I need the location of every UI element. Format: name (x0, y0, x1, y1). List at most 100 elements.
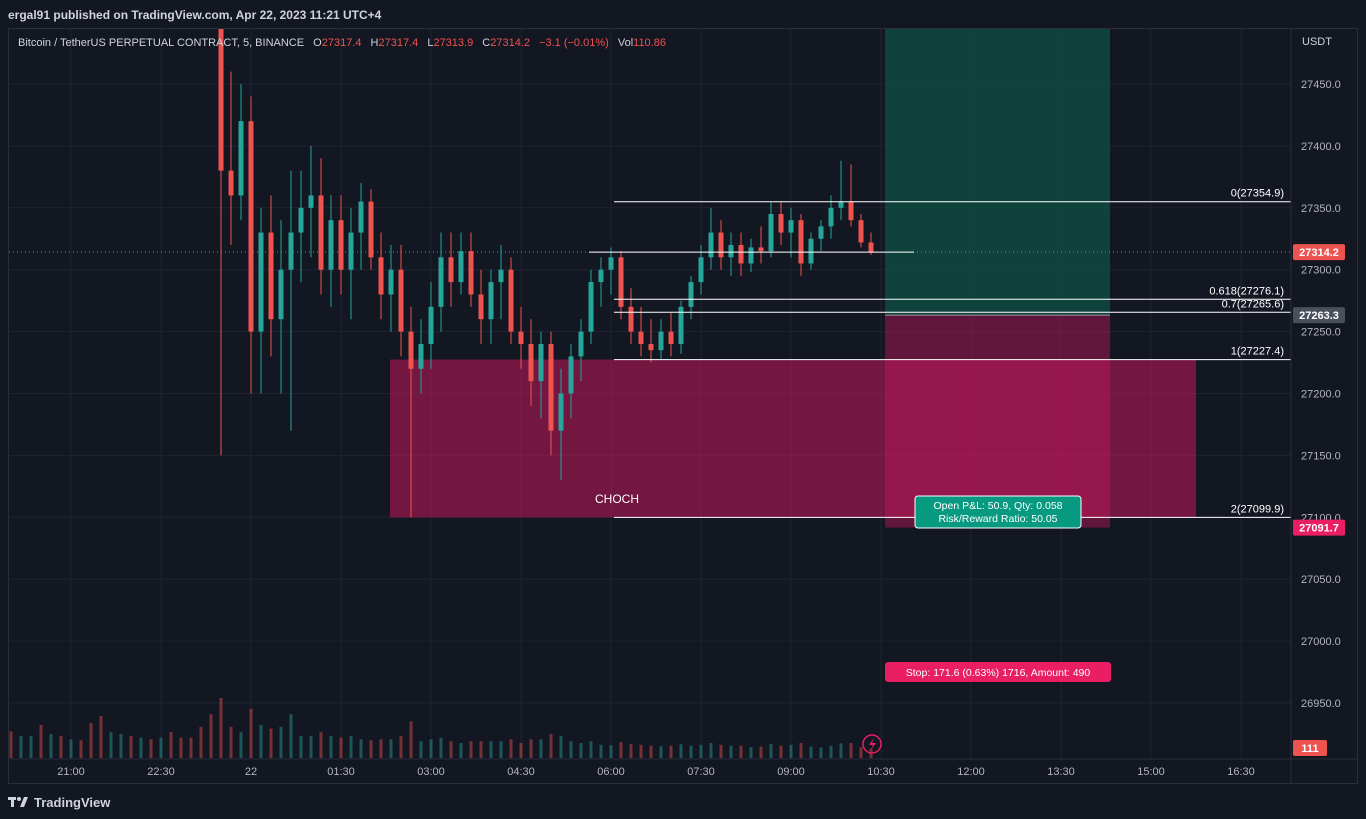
volume-bar (239, 732, 243, 758)
last-price-tag-bg (1293, 244, 1345, 261)
volume-bar (859, 747, 863, 758)
lightning-icon[interactable] (862, 734, 882, 754)
candle-body (748, 247, 754, 264)
candle-body (408, 331, 414, 369)
volume-bar (739, 745, 743, 758)
x-tick-label: 13:30 (1047, 766, 1075, 778)
legend-h-value: 27317.4 (379, 37, 419, 49)
y-tick-label: 27400.0 (1301, 141, 1341, 153)
candle-body (288, 232, 294, 270)
volume-bar (829, 745, 833, 758)
volume-bar (509, 739, 513, 758)
currency-label: USDT (1302, 36, 1332, 48)
candle-body (218, 0, 224, 171)
candle-body (558, 393, 564, 431)
y-tick-label: 27300.0 (1301, 265, 1341, 277)
candle-body (308, 195, 314, 208)
volume-bar (669, 745, 673, 758)
volume-bar (399, 735, 403, 758)
pnl-line1: Open P&L: 50.9, Qty: 0.058 (934, 500, 1063, 512)
candle-body (448, 257, 454, 283)
volume-bar (359, 739, 363, 758)
volume-bar (339, 737, 343, 758)
publisher-line: ergal91 published on TradingView.com, Ap… (8, 8, 382, 22)
volume-tag-bg (1293, 740, 1327, 756)
volume-bar (119, 734, 123, 758)
chart-frame[interactable]: 0(27354.9) 0.618(27276.1) 0.7(27265.6) 1(27… (8, 0, 1358, 784)
x-tick-label: 03:00 (417, 766, 445, 778)
volume-bar (409, 721, 413, 758)
volume-bar (169, 732, 173, 758)
volume-bar (289, 714, 293, 758)
legend-change: −3.1 (−0.01%) (539, 37, 609, 49)
volume-bar (759, 746, 763, 758)
volume-bar (659, 746, 663, 758)
y-tick-label: 26950.0 (1301, 698, 1341, 710)
time-axis[interactable]: 21:00 22:30 22 01:30 03:00 04:30 06:00 07:30 09:… (9, 758, 1357, 778)
volume-bar (719, 744, 723, 758)
volume-bar (839, 743, 843, 758)
candle-body (568, 356, 574, 394)
candle-body (468, 251, 474, 295)
candle-body (868, 242, 874, 253)
volume-bar (199, 726, 203, 758)
pnl-line2: Risk/Reward Ratio: 50.05 (938, 513, 1057, 525)
volume-bar (439, 737, 443, 758)
candle-body (688, 282, 694, 307)
candle-body (858, 220, 864, 243)
candle-body (788, 220, 794, 233)
volume-bar (689, 745, 693, 758)
legend-h-label: H (371, 37, 379, 49)
stop-zone (885, 315, 1110, 528)
stop-box[interactable]: Stop: 171.6 (0.63%) 1716, Amount: 490 (885, 662, 1111, 682)
candle-body (518, 331, 524, 344)
choch-label[interactable]: CHOCH (595, 492, 639, 506)
candles (9, 0, 1291, 518)
volume-bar (599, 744, 603, 758)
volume-bar (129, 735, 133, 758)
volume-bar (49, 734, 53, 758)
volume-bar (319, 732, 323, 758)
x-tick-label: 10:30 (867, 766, 895, 778)
price-chart[interactable]: 0(27354.9) 0.618(27276.1)0.7(27265.6) 1(27… (9, 0, 1357, 783)
candle-body (538, 343, 544, 382)
volume-bar (849, 743, 853, 758)
volume-tag: 111 (1301, 743, 1318, 755)
volume-bar (159, 737, 163, 758)
legend-symbol: Bitcoin / TetherUS PERPETUAL CONTRACT, 5… (18, 37, 304, 49)
volume-bar (139, 737, 143, 758)
candle-body (708, 232, 714, 258)
candle-body (728, 244, 734, 258)
volume-bar (149, 739, 153, 758)
price-axis[interactable]: 26950.027000.027050.027100.027150.027200… (1290, 17, 1345, 783)
candle-body (848, 201, 854, 221)
x-tick-label: 21:00 (57, 766, 85, 778)
candle-body (418, 343, 424, 369)
volume-bar (489, 741, 493, 758)
fib-label: 0.7(27265.6) (1222, 298, 1284, 310)
volume-bar (99, 716, 103, 758)
candle-body (428, 306, 434, 344)
y-tick-label: 27450.0 (1301, 79, 1341, 91)
candle-body (658, 331, 664, 351)
volume-bar (69, 739, 73, 758)
volume-bar (349, 735, 353, 758)
candle-body (758, 247, 764, 252)
x-tick-label: 09:00 (777, 766, 805, 778)
x-tick-label: 04:30 (507, 766, 535, 778)
candle-body (828, 207, 834, 227)
price-tag-0-bg (1293, 307, 1345, 324)
y-tick-label: 27250.0 (1301, 327, 1341, 339)
candle-body (248, 121, 254, 332)
candle-body (638, 331, 644, 344)
x-tick-label: 15:00 (1137, 766, 1165, 778)
pnl-box[interactable]: Open P&L: 50.9, Qty: 0.058 Risk/Reward R… (914, 495, 1082, 529)
candle-body (298, 207, 304, 233)
candle-body (588, 282, 594, 332)
top-bar: ergal91 published on TradingView.com, Ap… (0, 0, 1366, 28)
candle-body (738, 244, 744, 264)
volume-bar (449, 741, 453, 758)
volume-bar (329, 735, 333, 758)
x-tick-label: 06:00 (597, 766, 625, 778)
volume-bar (9, 731, 13, 758)
